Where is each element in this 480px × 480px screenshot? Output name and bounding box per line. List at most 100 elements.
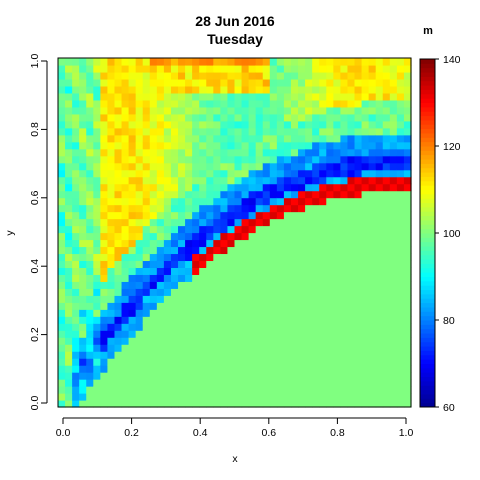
heatmap-cell [107,99,116,108]
heatmap-cell [65,330,73,338]
heatmap-cell [361,253,370,262]
heatmap-cell [227,253,236,262]
heatmap-cell [403,316,412,324]
heatmap-cell [333,155,341,164]
heatmap-cell [305,267,313,275]
heatmap-cell [276,267,285,275]
heatmap-cell [178,393,186,401]
heatmap-cell [234,260,243,268]
colorbar-swatch [420,72,435,77]
colorbar-swatch [420,363,435,369]
heatmap-cell [178,155,186,164]
heatmap-cell [149,379,158,387]
heatmap-cell [72,309,80,317]
heatmap-cell [142,386,151,394]
heatmap-cell [255,323,264,331]
heatmap-cell [361,106,370,115]
heatmap-cell [283,176,292,185]
heatmap-cell [185,295,193,303]
heatmap-cell [403,386,412,394]
heatmap-cell [319,260,327,268]
heatmap-cell [298,239,306,248]
heatmap-cell [220,365,229,373]
heatmap-cell [382,113,391,122]
heatmap-cell [128,169,137,178]
heatmap-cell [361,183,370,192]
heatmap-cell [79,302,87,310]
heatmap-cell [178,316,186,324]
heatmap-cell [234,344,243,352]
heatmap-cell [368,162,377,171]
heatmap-cell [403,78,412,87]
heatmap-cell [192,253,200,262]
heatmap-cell [185,253,193,262]
heatmap-cell [192,246,200,255]
heatmap-cell [213,106,221,115]
heatmap-cell [305,92,313,101]
heatmap-cell [290,260,299,268]
heatmap-cell [340,162,349,171]
heatmap-cell [227,211,236,220]
heatmap-cell [368,365,377,373]
heatmap-cell [135,330,144,338]
heatmap-cell [326,337,334,345]
heatmap-cell [368,330,377,338]
heatmap-cell [86,85,94,94]
heatmap-cell [178,148,186,157]
heatmap-cell [305,85,313,94]
heatmap-cell [340,260,349,268]
heatmap-cell [220,288,229,296]
heatmap-cell [178,204,186,213]
heatmap-cell [403,169,412,178]
heatmap-cell [333,288,341,296]
heatmap-cell [79,253,87,262]
heatmap-cell [312,169,320,178]
heatmap-cell [382,253,391,262]
heatmap-cell [262,58,271,66]
heatmap-cell [340,372,349,380]
heatmap-cell [347,225,356,234]
heatmap-cell [396,71,405,80]
heatmap-cell [354,232,363,241]
heatmap-cell [403,183,412,192]
heatmap-cell [142,232,151,241]
heatmap-cell [382,302,391,310]
heatmap-cell [156,400,165,408]
heatmap-cell [333,92,341,101]
heatmap-cell [262,260,271,268]
heatmap-cell [135,232,144,241]
heatmap-cell [163,58,172,66]
heatmap-cell [135,197,144,206]
heatmap-cell [185,232,193,241]
heatmap-cell [361,176,370,185]
heatmap-cell [276,274,285,282]
heatmap-cell [262,372,271,380]
heatmap-cell [220,211,229,220]
heatmap-cell [283,134,292,143]
heatmap-cell [107,148,116,157]
heatmap-cell [100,379,109,387]
heatmap-cell [58,330,66,338]
heatmap-cell [234,379,243,387]
heatmap-cell [248,316,257,324]
heatmap-cell [262,365,271,373]
heatmap-cell [305,372,313,380]
heatmap-cell [227,393,236,401]
heatmap-cell [255,85,264,94]
heatmap-cell [199,309,207,317]
heatmap-cell [403,197,412,206]
heatmap-cell [375,190,384,199]
heatmap-cell [269,379,278,387]
heatmap-cell [156,393,165,401]
heatmap-cell [121,141,130,150]
heatmap-cell [192,330,200,338]
heatmap-cell [340,316,349,324]
heatmap-cell [403,337,412,345]
heatmap-cell [396,386,405,394]
heatmap-cell [396,120,405,129]
heatmap-cell [149,71,158,80]
heatmap-cell [354,316,363,324]
heatmap-cell [389,267,398,275]
heatmap-cell [79,78,87,87]
heatmap-cell [290,295,299,303]
